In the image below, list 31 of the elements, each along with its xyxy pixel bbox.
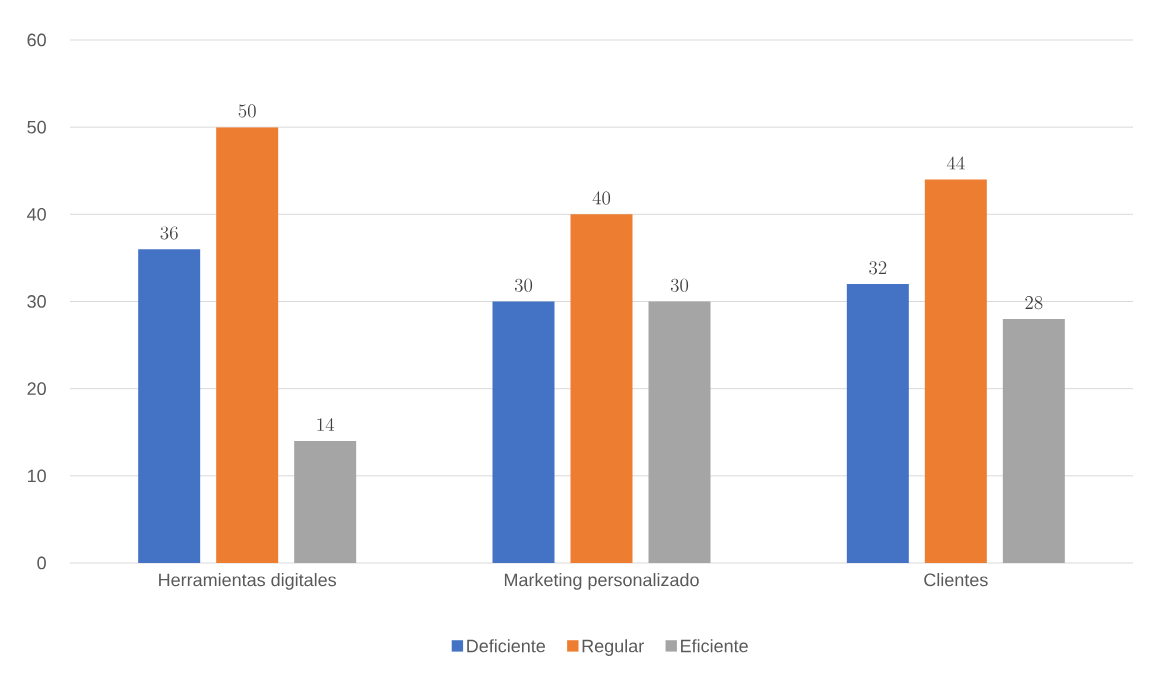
bar	[570, 214, 633, 563]
x-tick-label: Clientes	[924, 573, 988, 587]
bar	[846, 284, 909, 563]
y-tick-label: 50	[27, 120, 46, 134]
data-label: 30	[670, 278, 689, 292]
bar	[648, 301, 711, 563]
y-tick-label: 10	[27, 469, 46, 483]
bar	[492, 301, 555, 563]
y-tick-label: 30	[27, 295, 46, 308]
data-label: 32	[869, 261, 887, 275]
data-label: 30	[514, 278, 533, 292]
data-label: 28	[1025, 296, 1043, 310]
legend-label: Eficiente	[681, 639, 748, 653]
y-tick-label: 40	[27, 207, 46, 221]
x-tick-label: Marketing personalizado	[504, 573, 699, 590]
bar	[294, 440, 357, 563]
data-label: 50	[238, 104, 256, 118]
y-tick-label: 60	[27, 33, 46, 47]
data-label: 36	[160, 226, 178, 240]
x-tick-label: Herramientas digitales	[159, 573, 337, 590]
legend-label: Regular	[582, 639, 644, 656]
bar	[216, 127, 279, 563]
y-tick-label: 20	[27, 382, 46, 396]
data-label: 44	[946, 156, 965, 170]
data-label: 40	[592, 191, 611, 205]
bar	[138, 249, 201, 563]
bar	[924, 179, 987, 563]
data-label: 14	[317, 417, 335, 431]
y-tick-label: 0	[37, 556, 46, 570]
bar	[1002, 318, 1065, 563]
legend-label: Deficiente	[467, 639, 545, 653]
